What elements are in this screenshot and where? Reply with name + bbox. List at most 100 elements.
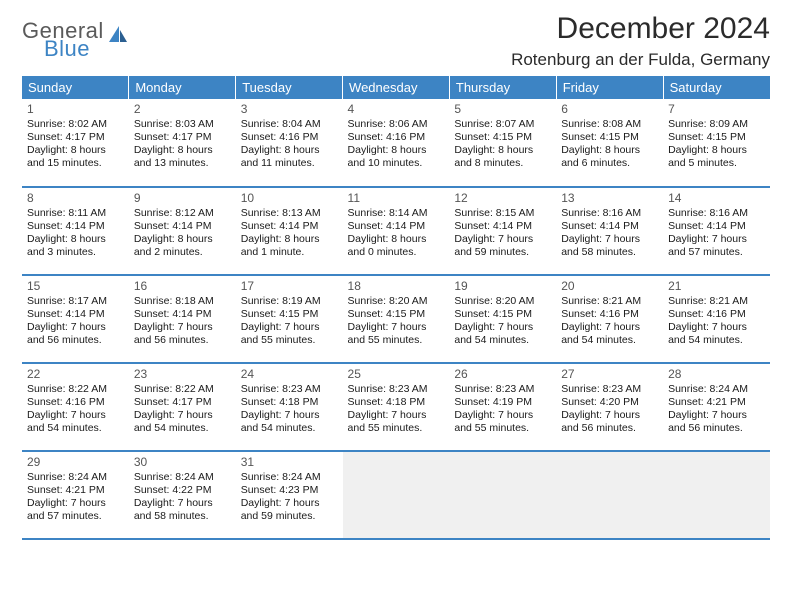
day-info: Sunrise: 8:19 AMSunset: 4:15 PMDaylight:…	[241, 295, 338, 348]
day-info: Sunrise: 8:09 AMSunset: 4:15 PMDaylight:…	[668, 118, 765, 171]
location-subtitle: Rotenburg an der Fulda, Germany	[511, 50, 770, 70]
day-info: Sunrise: 8:20 AMSunset: 4:15 PMDaylight:…	[454, 295, 551, 348]
calendar-day-cell: 20Sunrise: 8:21 AMSunset: 4:16 PMDayligh…	[556, 275, 663, 363]
weekday-header-row: SundayMondayTuesdayWednesdayThursdayFrid…	[22, 76, 770, 99]
calendar-day-cell: 21Sunrise: 8:21 AMSunset: 4:16 PMDayligh…	[663, 275, 770, 363]
day-number: 9	[134, 191, 231, 206]
day-info: Sunrise: 8:22 AMSunset: 4:17 PMDaylight:…	[134, 383, 231, 436]
calendar-day-cell: 14Sunrise: 8:16 AMSunset: 4:14 PMDayligh…	[663, 187, 770, 275]
day-number: 12	[454, 191, 551, 206]
logo-text: General Blue	[22, 20, 104, 60]
day-info: Sunrise: 8:21 AMSunset: 4:16 PMDaylight:…	[561, 295, 658, 348]
day-number: 18	[348, 279, 445, 294]
calendar-day-cell: 30Sunrise: 8:24 AMSunset: 4:22 PMDayligh…	[129, 451, 236, 539]
day-number: 27	[561, 367, 658, 382]
day-info: Sunrise: 8:16 AMSunset: 4:14 PMDaylight:…	[668, 207, 765, 260]
weekday-header: Sunday	[22, 76, 129, 99]
day-number: 13	[561, 191, 658, 206]
calendar-day-cell: 22Sunrise: 8:22 AMSunset: 4:16 PMDayligh…	[22, 363, 129, 451]
day-number: 4	[348, 102, 445, 117]
day-number: 22	[27, 367, 124, 382]
day-info: Sunrise: 8:22 AMSunset: 4:16 PMDaylight:…	[27, 383, 124, 436]
calendar-day-cell: 13Sunrise: 8:16 AMSunset: 4:14 PMDayligh…	[556, 187, 663, 275]
weekday-header: Tuesday	[236, 76, 343, 99]
day-info: Sunrise: 8:24 AMSunset: 4:21 PMDaylight:…	[27, 471, 124, 524]
day-info: Sunrise: 8:23 AMSunset: 4:19 PMDaylight:…	[454, 383, 551, 436]
calendar-empty-cell	[663, 451, 770, 539]
calendar-day-cell: 26Sunrise: 8:23 AMSunset: 4:19 PMDayligh…	[449, 363, 556, 451]
calendar-day-cell: 7Sunrise: 8:09 AMSunset: 4:15 PMDaylight…	[663, 99, 770, 187]
day-info: Sunrise: 8:24 AMSunset: 4:21 PMDaylight:…	[668, 383, 765, 436]
day-info: Sunrise: 8:06 AMSunset: 4:16 PMDaylight:…	[348, 118, 445, 171]
calendar-day-cell: 2Sunrise: 8:03 AMSunset: 4:17 PMDaylight…	[129, 99, 236, 187]
day-info: Sunrise: 8:20 AMSunset: 4:15 PMDaylight:…	[348, 295, 445, 348]
day-number: 8	[27, 191, 124, 206]
calendar-day-cell: 29Sunrise: 8:24 AMSunset: 4:21 PMDayligh…	[22, 451, 129, 539]
calendar-week-row: 15Sunrise: 8:17 AMSunset: 4:14 PMDayligh…	[22, 275, 770, 363]
day-number: 15	[27, 279, 124, 294]
calendar-day-cell: 15Sunrise: 8:17 AMSunset: 4:14 PMDayligh…	[22, 275, 129, 363]
day-info: Sunrise: 8:11 AMSunset: 4:14 PMDaylight:…	[27, 207, 124, 260]
day-info: Sunrise: 8:24 AMSunset: 4:23 PMDaylight:…	[241, 471, 338, 524]
day-info: Sunrise: 8:02 AMSunset: 4:17 PMDaylight:…	[27, 118, 124, 171]
weekday-header: Wednesday	[343, 76, 450, 99]
day-info: Sunrise: 8:17 AMSunset: 4:14 PMDaylight:…	[27, 295, 124, 348]
calendar-day-cell: 3Sunrise: 8:04 AMSunset: 4:16 PMDaylight…	[236, 99, 343, 187]
day-number: 1	[27, 102, 124, 117]
day-info: Sunrise: 8:16 AMSunset: 4:14 PMDaylight:…	[561, 207, 658, 260]
day-number: 7	[668, 102, 765, 117]
calendar-day-cell: 28Sunrise: 8:24 AMSunset: 4:21 PMDayligh…	[663, 363, 770, 451]
calendar-day-cell: 27Sunrise: 8:23 AMSunset: 4:20 PMDayligh…	[556, 363, 663, 451]
day-number: 2	[134, 102, 231, 117]
day-info: Sunrise: 8:04 AMSunset: 4:16 PMDaylight:…	[241, 118, 338, 171]
day-number: 3	[241, 102, 338, 117]
calendar-day-cell: 6Sunrise: 8:08 AMSunset: 4:15 PMDaylight…	[556, 99, 663, 187]
day-number: 24	[241, 367, 338, 382]
title-block: December 2024 Rotenburg an der Fulda, Ge…	[511, 12, 770, 70]
month-title: December 2024	[511, 12, 770, 46]
day-info: Sunrise: 8:07 AMSunset: 4:15 PMDaylight:…	[454, 118, 551, 171]
calendar-day-cell: 24Sunrise: 8:23 AMSunset: 4:18 PMDayligh…	[236, 363, 343, 451]
sail-icon	[107, 24, 129, 51]
day-number: 6	[561, 102, 658, 117]
calendar-empty-cell	[343, 451, 450, 539]
calendar-week-row: 1Sunrise: 8:02 AMSunset: 4:17 PMDaylight…	[22, 99, 770, 187]
day-info: Sunrise: 8:21 AMSunset: 4:16 PMDaylight:…	[668, 295, 765, 348]
weekday-header: Monday	[129, 76, 236, 99]
day-number: 16	[134, 279, 231, 294]
calendar-day-cell: 11Sunrise: 8:14 AMSunset: 4:14 PMDayligh…	[343, 187, 450, 275]
day-info: Sunrise: 8:08 AMSunset: 4:15 PMDaylight:…	[561, 118, 658, 171]
calendar-day-cell: 1Sunrise: 8:02 AMSunset: 4:17 PMDaylight…	[22, 99, 129, 187]
day-number: 21	[668, 279, 765, 294]
day-info: Sunrise: 8:23 AMSunset: 4:20 PMDaylight:…	[561, 383, 658, 436]
weekday-header: Saturday	[663, 76, 770, 99]
day-info: Sunrise: 8:23 AMSunset: 4:18 PMDaylight:…	[241, 383, 338, 436]
calendar-day-cell: 16Sunrise: 8:18 AMSunset: 4:14 PMDayligh…	[129, 275, 236, 363]
calendar-table: SundayMondayTuesdayWednesdayThursdayFrid…	[22, 76, 770, 540]
calendar-day-cell: 23Sunrise: 8:22 AMSunset: 4:17 PMDayligh…	[129, 363, 236, 451]
weekday-header: Friday	[556, 76, 663, 99]
day-number: 20	[561, 279, 658, 294]
calendar-day-cell: 4Sunrise: 8:06 AMSunset: 4:16 PMDaylight…	[343, 99, 450, 187]
calendar-page: General Blue December 2024 Rotenburg an …	[0, 0, 792, 550]
day-number: 25	[348, 367, 445, 382]
day-number: 14	[668, 191, 765, 206]
calendar-day-cell: 12Sunrise: 8:15 AMSunset: 4:14 PMDayligh…	[449, 187, 556, 275]
calendar-week-row: 22Sunrise: 8:22 AMSunset: 4:16 PMDayligh…	[22, 363, 770, 451]
calendar-day-cell: 19Sunrise: 8:20 AMSunset: 4:15 PMDayligh…	[449, 275, 556, 363]
day-number: 19	[454, 279, 551, 294]
day-info: Sunrise: 8:24 AMSunset: 4:22 PMDaylight:…	[134, 471, 231, 524]
day-info: Sunrise: 8:23 AMSunset: 4:18 PMDaylight:…	[348, 383, 445, 436]
calendar-day-cell: 18Sunrise: 8:20 AMSunset: 4:15 PMDayligh…	[343, 275, 450, 363]
calendar-empty-cell	[449, 451, 556, 539]
weekday-header: Thursday	[449, 76, 556, 99]
calendar-day-cell: 9Sunrise: 8:12 AMSunset: 4:14 PMDaylight…	[129, 187, 236, 275]
day-number: 10	[241, 191, 338, 206]
day-number: 17	[241, 279, 338, 294]
page-header: General Blue December 2024 Rotenburg an …	[22, 12, 770, 70]
day-number: 26	[454, 367, 551, 382]
day-number: 30	[134, 455, 231, 470]
calendar-day-cell: 25Sunrise: 8:23 AMSunset: 4:18 PMDayligh…	[343, 363, 450, 451]
day-info: Sunrise: 8:14 AMSunset: 4:14 PMDaylight:…	[348, 207, 445, 260]
calendar-day-cell: 17Sunrise: 8:19 AMSunset: 4:15 PMDayligh…	[236, 275, 343, 363]
